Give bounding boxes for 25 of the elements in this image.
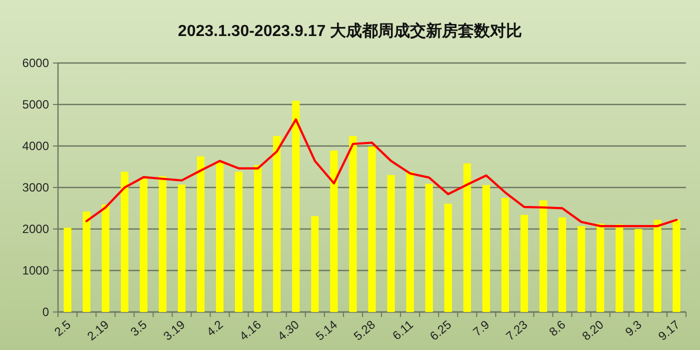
y-tick-label: 2000 — [22, 222, 50, 236]
x-tick-label: 6.11 — [390, 317, 416, 343]
x-tick-label: 5.14 — [312, 317, 340, 344]
x-tick-label: 2.19 — [84, 317, 112, 344]
chart-title: 2023.1.30-2023.9.17 大成都周成交新房套数对比 — [178, 21, 522, 40]
y-tick-label: 0 — [42, 305, 50, 319]
x-tick-label: 7.9 — [470, 317, 492, 340]
x-tick-label: 4.2 — [204, 317, 226, 340]
y-tick-label: 6000 — [22, 56, 50, 70]
x-tick-label: 4.16 — [236, 317, 264, 344]
x-tick-label: 8.6 — [546, 317, 568, 340]
x-tick-label: 6.25 — [427, 317, 454, 344]
x-tick-label: 5.28 — [351, 317, 378, 344]
x-tick-label: 3.5 — [128, 317, 150, 340]
x-tick-label: 2.5 — [52, 317, 74, 340]
x-tick-label: 3.19 — [160, 317, 188, 344]
y-tick-label: 4000 — [22, 139, 50, 153]
y-tick-label: 5000 — [22, 98, 50, 112]
x-tick-label: 9.3 — [622, 317, 645, 340]
x-tick-label: 9.17 — [656, 317, 683, 344]
y-tick-label: 1000 — [22, 264, 50, 278]
y-tick-label: 3000 — [22, 180, 50, 194]
x-tick-label: 8.20 — [579, 317, 607, 344]
x-tick-label: 7.23 — [503, 317, 530, 344]
x-tick-label: 4.30 — [274, 317, 302, 344]
